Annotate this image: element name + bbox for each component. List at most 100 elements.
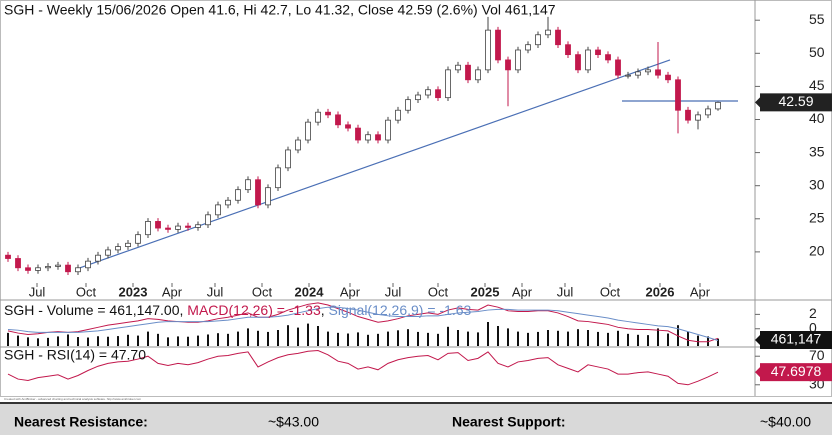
chart-title: SGH - Weekly 15/06/2026 Open 41.6, Hi 42…: [4, 2, 556, 18]
volume-bar: [37, 338, 39, 346]
footer-value: ~$43.00: [268, 414, 319, 430]
volume-bar: [507, 328, 509, 346]
y-tick-label: 40: [809, 110, 825, 126]
volume-bar: [477, 332, 479, 346]
pane-title-part: Signal(12,26,9) = -1.63: [329, 302, 472, 318]
volume-bar: [577, 329, 579, 346]
y-tick-label: 70: [809, 347, 825, 363]
candle-body: [195, 224, 201, 228]
footer-value: ~$40.00: [760, 414, 811, 430]
volume-bar: [657, 328, 659, 346]
candle-body: [595, 49, 601, 56]
value-label-box: [760, 331, 832, 349]
volume-bar: [317, 326, 319, 346]
x-tick-label: Jul: [557, 284, 574, 299]
x-tick-label: Apr: [690, 284, 711, 299]
chart-frame: [0, 0, 832, 397]
volume-bar: [557, 330, 559, 346]
candle-body: [715, 101, 721, 110]
candle-body: [265, 187, 271, 206]
volume-bar: [437, 333, 439, 346]
volume-bar: [87, 337, 89, 346]
volume-bar: [267, 331, 269, 346]
candle-body: [385, 119, 391, 141]
y-tick-label: 45: [809, 77, 825, 93]
x-tick-label: Oct: [252, 284, 273, 299]
footer-band: [0, 403, 832, 435]
series-line: [7, 349, 719, 386]
candle-body: [345, 124, 351, 129]
volume-bar: [277, 330, 279, 346]
volume-bar: [517, 331, 519, 346]
candle-body: [335, 114, 341, 126]
candle-body: [285, 149, 291, 169]
candle-body: [15, 258, 21, 269]
y-tick-label: 50: [809, 44, 825, 60]
last-price-label: 42.59: [778, 93, 813, 109]
volume-bar: [237, 331, 239, 346]
volume-bar: [547, 330, 549, 346]
candle-body: [615, 59, 621, 76]
candle-body: [645, 69, 651, 73]
volume-bar: [247, 328, 249, 346]
volume-bar: [227, 333, 229, 346]
candle-body: [605, 54, 611, 61]
candle-body: [585, 49, 591, 71]
candle-body: [225, 199, 231, 206]
volume-bar: [217, 333, 219, 346]
value-label-box: [760, 363, 832, 382]
last-volume-label: 461,147: [771, 331, 822, 347]
candle-body: [55, 264, 61, 267]
candle-body: [535, 34, 541, 46]
volume-bar: [257, 330, 259, 346]
volume-bar: [157, 333, 159, 346]
value-label-pointer: [755, 366, 761, 379]
y-tick-label: 25: [809, 209, 825, 225]
candle-body: [95, 254, 101, 262]
pane-title-part: SGH - Volume = 461,147.00,: [4, 302, 187, 318]
volume-bar: [607, 332, 609, 346]
y-tick-label: 35: [809, 143, 825, 159]
volume-bar: [487, 322, 489, 346]
x-tick-label: 2024: [295, 284, 325, 299]
candle-body: [485, 29, 491, 71]
candle-body: [435, 89, 441, 99]
last-rsi-label: 47.6978: [771, 363, 822, 379]
volume-bar: [407, 329, 409, 346]
candle-body: [545, 29, 551, 36]
volume-bar: [117, 336, 119, 346]
volume-bar: [467, 331, 469, 346]
value-label-box: [760, 93, 832, 112]
volume-bar: [67, 334, 69, 346]
candle-body: [395, 109, 401, 121]
candle-body: [165, 227, 171, 230]
candle-body: [5, 254, 11, 259]
candle-body: [215, 204, 221, 216]
candle-body: [425, 89, 431, 96]
volume-bar: [27, 337, 29, 346]
candle-body: [35, 267, 41, 271]
volume-bar: [397, 330, 399, 346]
candle-body: [115, 246, 121, 251]
x-tick-label: Apr: [512, 284, 533, 299]
volume-bar: [17, 335, 19, 346]
x-tick-label: 2023: [119, 284, 148, 299]
footer-label: Nearest Support:: [452, 414, 566, 430]
x-tick-label: Apr: [340, 284, 361, 299]
volume-bar: [717, 338, 719, 346]
volume-bar: [457, 330, 459, 346]
candle-body: [205, 214, 211, 226]
y-tick-label: 55: [809, 11, 825, 27]
value-label-pointer: [755, 334, 761, 346]
candle-body: [375, 134, 381, 141]
pane-title: SGH - RSI(14) = 47.70: [4, 347, 146, 363]
volume-bar: [187, 336, 189, 346]
volume-bar: [47, 337, 49, 346]
candle-body: [365, 134, 371, 141]
candle-body: [695, 114, 701, 121]
candle-body: [475, 69, 481, 81]
candle-body: [325, 111, 331, 116]
series-line: [7, 306, 719, 341]
candle-body: [445, 69, 451, 99]
